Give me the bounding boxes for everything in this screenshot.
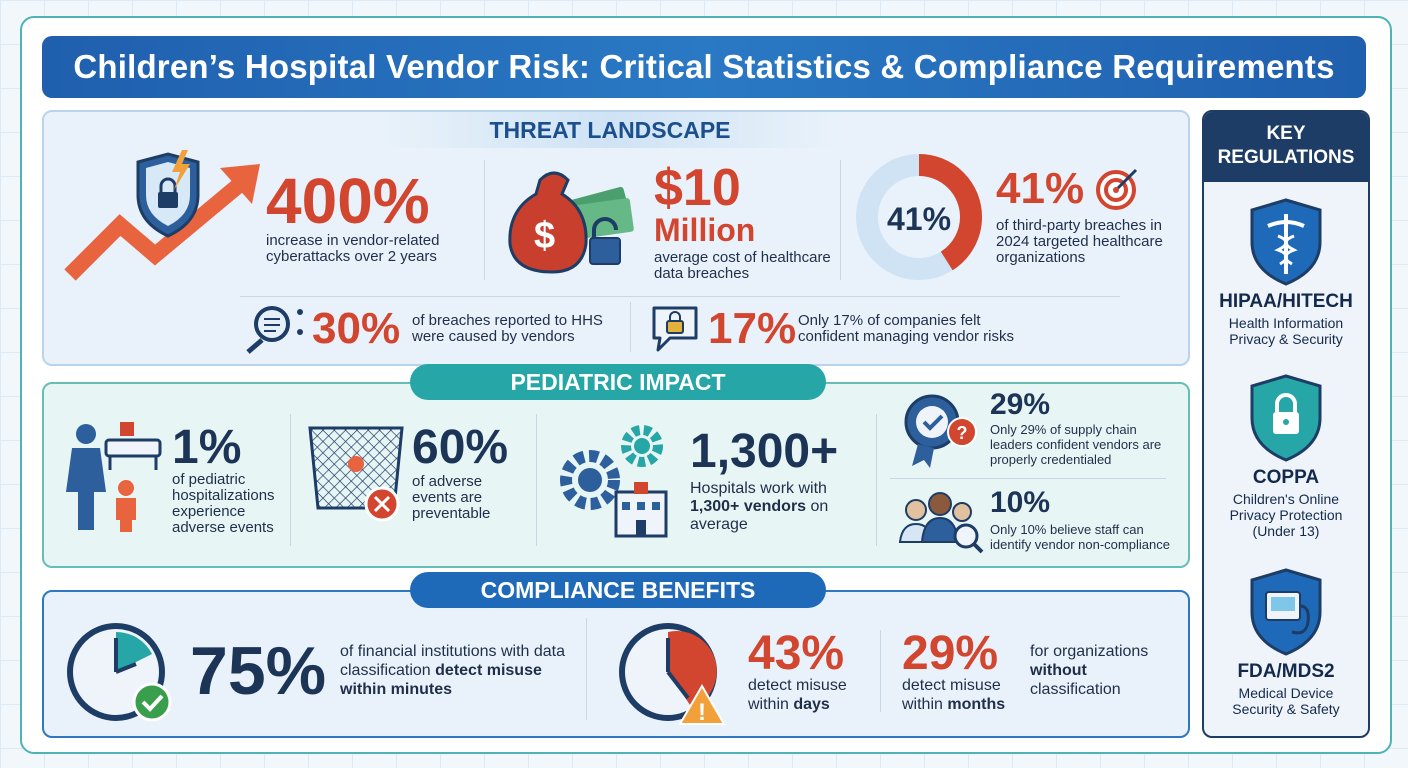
- svg-text:?: ?: [957, 423, 968, 443]
- stat-10m-value: $10: [654, 159, 741, 217]
- regulation-name: COPPA: [1252, 467, 1320, 488]
- stat-29-value: 29%: [990, 388, 1051, 421]
- without-classification-note: for organizations without classification: [1030, 643, 1149, 698]
- money-bag-icon: $: [508, 171, 634, 274]
- stat-75-text: of financial institutions with data clas…: [340, 643, 566, 698]
- divider: [240, 296, 1120, 297]
- target-icon: [1096, 168, 1138, 210]
- divider: [876, 414, 877, 546]
- divider: [290, 414, 291, 546]
- regulation-description: Medical Device Security & Safety: [1232, 685, 1340, 717]
- title-banner: Children’s Hospital Vendor Risk: Critica…: [42, 36, 1366, 98]
- key-regulations-sidebar: KEY REGULATIONS HIPAA/HITECH Health Infor…: [1202, 110, 1370, 738]
- clock-warning-icon: !: [619, 623, 726, 726]
- svg-text:!: !: [698, 699, 706, 726]
- safety-net-icon: [308, 426, 404, 522]
- donut-fill: [856, 154, 982, 280]
- stat-60-value: 60%: [412, 421, 509, 474]
- divider: [630, 302, 631, 352]
- stat-10m-unit: Million: [654, 212, 756, 248]
- stat-400-text: increase in vendor-related cyberattacks …: [266, 232, 440, 265]
- stat-41-text: of third-party breaches in 2024 targeted…: [996, 217, 1163, 266]
- stat-17-value: 17%: [708, 304, 797, 353]
- compliance-benefits-heading: COMPLIANCE BENEFITS: [410, 572, 826, 608]
- stat-29b-value: 29%: [902, 627, 999, 680]
- pediatric-impact-heading: PEDIATRIC IMPACT: [410, 364, 826, 400]
- stat-400-value: 400%: [266, 165, 430, 237]
- stat-29-text: Only 29% of supply chain leaders confide…: [990, 422, 1162, 467]
- donut-chart: 41%: [856, 154, 982, 280]
- divider: [484, 160, 485, 280]
- divider: [880, 630, 881, 712]
- stat-1300-text: Hospitals work with 1,300+ vendors on ave…: [690, 480, 829, 533]
- staff-magnifier-icon: [898, 492, 984, 554]
- parent-child-bed-icon: [66, 422, 162, 532]
- shield-arrow-icon: [64, 150, 260, 281]
- chat-lock-icon: [652, 306, 698, 352]
- page-title: Children’s Hospital Vendor Risk: Critica…: [73, 48, 1335, 85]
- badge-question-icon: ?: [904, 394, 977, 468]
- stat-60-text: of adverse events are preventable: [412, 473, 491, 522]
- stat-1-value: 1%: [172, 421, 242, 474]
- stat-43-value: 43%: [748, 627, 845, 680]
- divider: [536, 414, 537, 546]
- gears-hospital-icon: [560, 425, 668, 538]
- caduceus-shield-icon: [1250, 198, 1322, 286]
- divider: [586, 618, 587, 720]
- lock-shield-icon: [1250, 374, 1322, 462]
- donut-label: 41%: [887, 201, 951, 237]
- regulation-description: Health Information Privacy & Security: [1228, 315, 1344, 347]
- stat-75-value: 75%: [190, 633, 327, 709]
- regulation-hipaa: HIPAA/HITECH Health Information Privacy &…: [1204, 196, 1368, 347]
- magnifier-circuit-icon: [246, 306, 303, 354]
- stat-10m-text: average cost of healthcare data breaches: [654, 249, 831, 282]
- regulation-coppa: COPPA Children's Online Privacy Protectio…: [1204, 372, 1368, 539]
- regulation-name: HIPAA/HITECH: [1219, 291, 1353, 312]
- stat-41-value: 41%: [996, 164, 1085, 213]
- svg-text:$: $: [534, 215, 555, 257]
- regulation-fda: FDA/MDS2 Medical Device Security & Safety: [1204, 566, 1368, 717]
- stat-43-text: detect misuse within days: [748, 677, 847, 713]
- stat-1-text: of pediatric hospitalizations experience…: [172, 471, 275, 536]
- stat-29b-text: detect misuse within months: [902, 677, 1006, 713]
- regulation-name: FDA/MDS2: [1237, 661, 1335, 682]
- medical-device-shield-icon: [1250, 568, 1322, 656]
- threat-landscape-heading: THREAT LANDSCAPE: [380, 112, 840, 148]
- clock-check-icon: [67, 623, 172, 722]
- divider: [840, 160, 841, 280]
- stat-10-text: Only 10% believe staff can identify vend…: [990, 522, 1170, 552]
- stat-17-text: Only 17% of companies felt confident man…: [798, 312, 1014, 345]
- stat-30-value: 30%: [312, 304, 401, 353]
- stat-1300-value: 1,300+: [690, 425, 839, 478]
- stat-10-value: 10%: [990, 486, 1051, 519]
- stat-30-text: of breaches reported to HHS were caused …: [412, 312, 603, 345]
- sidebar-heading: KEY REGULATIONS: [1204, 112, 1368, 182]
- divider: [890, 478, 1166, 479]
- regulation-description: Children's Online Privacy Protection (Unde…: [1229, 491, 1343, 539]
